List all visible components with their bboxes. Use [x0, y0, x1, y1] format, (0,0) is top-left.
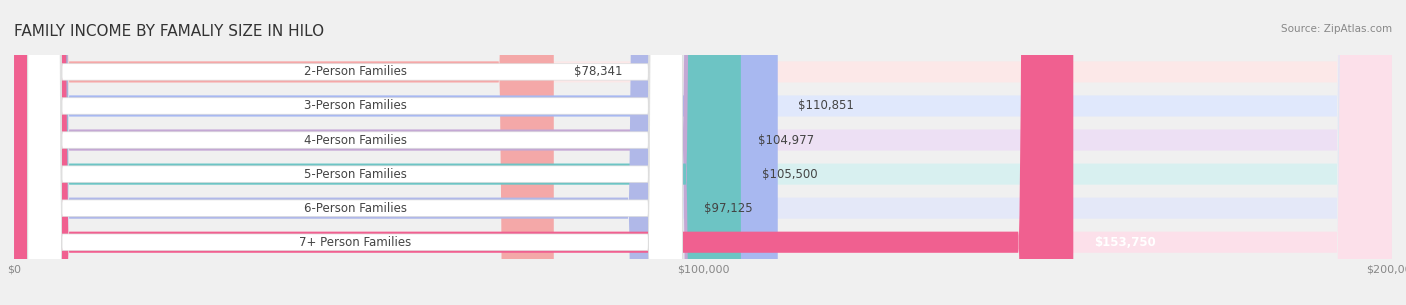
- FancyBboxPatch shape: [28, 0, 682, 305]
- FancyBboxPatch shape: [14, 0, 1392, 305]
- FancyBboxPatch shape: [14, 0, 1392, 305]
- Text: $153,750: $153,750: [1094, 236, 1156, 249]
- Text: FAMILY INCOME BY FAMALIY SIZE IN HILO: FAMILY INCOME BY FAMALIY SIZE IN HILO: [14, 24, 325, 39]
- FancyBboxPatch shape: [14, 0, 1392, 305]
- FancyBboxPatch shape: [14, 0, 778, 305]
- FancyBboxPatch shape: [28, 0, 682, 305]
- FancyBboxPatch shape: [14, 0, 683, 305]
- FancyBboxPatch shape: [14, 0, 741, 305]
- Text: $105,500: $105,500: [762, 168, 817, 181]
- Text: 5-Person Families: 5-Person Families: [304, 168, 406, 181]
- Text: $78,341: $78,341: [575, 66, 623, 78]
- FancyBboxPatch shape: [14, 0, 1392, 305]
- FancyBboxPatch shape: [14, 0, 1073, 305]
- FancyBboxPatch shape: [14, 0, 737, 305]
- Text: Source: ZipAtlas.com: Source: ZipAtlas.com: [1281, 24, 1392, 34]
- FancyBboxPatch shape: [14, 0, 1392, 305]
- Text: $97,125: $97,125: [704, 202, 752, 215]
- FancyBboxPatch shape: [28, 0, 682, 305]
- FancyBboxPatch shape: [28, 0, 682, 305]
- FancyBboxPatch shape: [14, 0, 1392, 305]
- FancyBboxPatch shape: [14, 0, 554, 305]
- Text: 3-Person Families: 3-Person Families: [304, 99, 406, 113]
- FancyBboxPatch shape: [28, 0, 682, 305]
- Text: 6-Person Families: 6-Person Families: [304, 202, 406, 215]
- Text: 2-Person Families: 2-Person Families: [304, 66, 406, 78]
- Text: 7+ Person Families: 7+ Person Families: [299, 236, 411, 249]
- Text: $104,977: $104,977: [758, 134, 814, 146]
- Text: $110,851: $110,851: [799, 99, 855, 113]
- Text: 4-Person Families: 4-Person Families: [304, 134, 406, 146]
- FancyBboxPatch shape: [28, 0, 682, 305]
